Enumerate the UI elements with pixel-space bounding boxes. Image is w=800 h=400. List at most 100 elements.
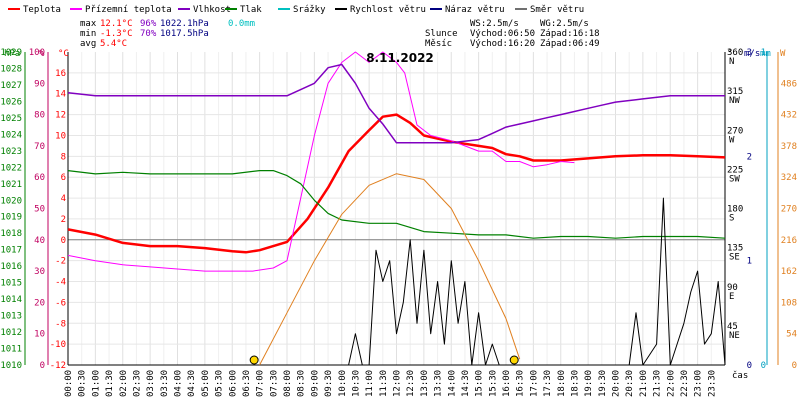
chart-title: 8.11.2022	[366, 51, 434, 65]
axis-unit-hpa: hPa	[4, 49, 20, 59]
x-tick-label: 23:00	[694, 370, 704, 397]
y-tick-label-hpa: 1023	[0, 147, 22, 157]
y-tick-label-celsius: 2	[61, 215, 66, 225]
wm2-tick-label: 270	[781, 205, 797, 215]
axis-unit-ms: m/s	[744, 49, 760, 59]
y-tick-label-celsius: 0	[61, 236, 66, 246]
y-tick-label-hpa: 1015	[0, 279, 22, 289]
stat-humidity: 96%	[140, 19, 157, 29]
series-line	[67, 63, 725, 144]
y-tick-label-hpa: 1022	[0, 163, 22, 173]
sun-rise: Východ:06:50	[470, 29, 535, 39]
x-tick-label: 22:00	[666, 370, 676, 397]
y-tick-label-celsius: 8	[61, 152, 66, 162]
sun-label: Slunce	[425, 29, 458, 39]
direction-tick-label: 315	[727, 87, 743, 97]
x-tick-label: 02:30	[132, 370, 142, 397]
x-tick-label: 09:00	[310, 370, 320, 397]
wm2-tick-label: 378	[781, 142, 797, 152]
wm2-tick-label: 108	[781, 298, 797, 308]
y-tick-label-celsius: 6	[61, 173, 66, 183]
direction-compass-label: S	[729, 214, 734, 224]
x-tick-label: 17:30	[543, 370, 553, 397]
wm2-tick-label: 432	[781, 111, 797, 121]
legend-label: Náraz větru	[445, 5, 505, 15]
direction-tick-label: 270	[727, 126, 743, 136]
wm2-tick-label: 0	[792, 361, 797, 371]
y-tick-label-percent: 70	[34, 142, 45, 152]
y-tick-label-celsius: 4	[61, 194, 66, 204]
y-tick-label-hpa: 1016	[0, 262, 22, 272]
stat-row-label: max	[80, 19, 97, 29]
moon-set: Západ:06:49	[540, 39, 600, 49]
stat-temp: 12.1°C	[100, 19, 133, 29]
x-tick-label: 08:30	[297, 370, 307, 397]
y-tick-label-hpa: 1019	[0, 213, 22, 223]
y-tick-label-percent: 20	[34, 298, 45, 308]
x-tick-label: 09:30	[324, 370, 334, 397]
x-tick-label: 21:00	[639, 370, 649, 397]
y-tick-label-hpa: 1011	[0, 345, 22, 355]
legend-label: Vlhkost	[193, 5, 231, 15]
stat-row-label: min	[80, 29, 96, 39]
axis-unit-celsius: °C	[58, 49, 69, 59]
direction-compass-label: SE	[729, 253, 740, 263]
axis-unit-wm2: W	[780, 49, 786, 59]
series-line	[259, 173, 521, 366]
y-tick-label-celsius: -10	[50, 340, 66, 350]
x-tick-label: 14:00	[447, 370, 457, 397]
y-tick-label-celsius: -2	[55, 257, 66, 267]
y-tick-label-hpa: 1024	[0, 130, 22, 140]
x-tick-label: 20:30	[625, 370, 635, 397]
moon-label: Měsíc	[425, 39, 452, 49]
x-tick-label: 19:30	[598, 370, 608, 397]
axis-unit-percent: %	[39, 49, 45, 59]
y-tick-label-percent: 90	[34, 79, 45, 89]
legend-label: Teplota	[23, 5, 61, 15]
y-tick-label-hpa: 1012	[0, 328, 22, 338]
x-tick-label: 15:30	[488, 370, 498, 397]
x-tick-label: 13:00	[420, 370, 430, 397]
series-line	[67, 170, 726, 239]
series-line	[68, 197, 726, 366]
x-tick-label: 16:30	[516, 370, 526, 397]
x-tick-label: 16:00	[502, 370, 512, 397]
direction-tick-label: 360	[727, 48, 743, 58]
stat-humidity: 70%	[140, 29, 157, 39]
direction-tick-label: 180	[727, 205, 743, 215]
sun-marker	[509, 355, 519, 365]
grid	[67, 52, 725, 366]
x-tick-label: 12:00	[393, 370, 403, 397]
y-tick-label-hpa: 1029	[0, 48, 22, 58]
legend: Teplota Přízemní teplota Vlhkost Tlak Srážky…	[8, 5, 584, 15]
x-tick-label: 03:30	[160, 370, 170, 397]
x-tick-label: 22:30	[680, 370, 690, 397]
y-tick-label-percent: 50	[34, 205, 45, 215]
y-tick-label-hpa: 1027	[0, 81, 22, 91]
x-tick-label: 14:30	[461, 370, 471, 397]
y-tick-label-celsius: 16	[55, 69, 66, 79]
wm2-tick-label: 216	[781, 236, 797, 246]
x-axis-title: čas	[732, 370, 748, 381]
sun-marker	[249, 355, 259, 365]
wm2-tick-label: 324	[781, 173, 797, 183]
direction-compass-label: W	[729, 135, 735, 145]
x-tick-label: 03:00	[146, 370, 156, 397]
x-tick-label: 21:30	[653, 370, 663, 397]
axis-unit-mm: mm	[760, 49, 771, 59]
wm2-tick-label: 162	[781, 267, 797, 277]
x-tick-label: 01:00	[91, 370, 101, 397]
series-line	[67, 113, 726, 254]
y-tick-label-celsius: -4	[55, 278, 66, 288]
y-tick-label-hpa: 1014	[0, 295, 22, 305]
stats-panel: max 12.1°C 96% 1022.1hPa 0.0mm min -1.3°C 70% 10…	[80, 19, 600, 49]
y-tick-label-celsius: 14	[55, 90, 66, 100]
y-tick-label-percent: 60	[34, 173, 45, 183]
ms-tick-label: 2	[747, 152, 752, 162]
y-tick-label-hpa: 1017	[0, 246, 22, 256]
x-tick-label: 06:00	[228, 370, 238, 397]
direction-compass-label: NW	[729, 96, 740, 106]
legend-label: Srážky	[293, 5, 326, 15]
y-tick-label-celsius: -6	[55, 298, 66, 308]
